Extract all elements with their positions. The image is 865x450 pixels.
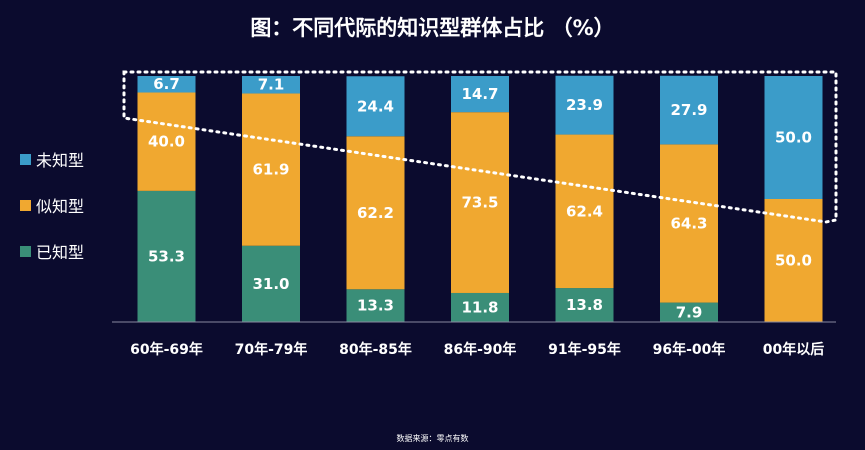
bar-segment-semi — [242, 93, 300, 246]
bar-segment-unknown — [346, 76, 405, 137]
data-label-known: 53.3 — [148, 247, 185, 265]
x-tick-label: 86年-90年 — [444, 341, 517, 358]
bar-segment-unknown — [660, 75, 718, 145]
legend-item-unknown: 未知型 — [20, 148, 84, 170]
data-label-semi: 62.4 — [566, 202, 603, 220]
legend-item-known: 已知型 — [20, 240, 84, 262]
bar-segment-known — [242, 245, 300, 322]
bar-segment-semi — [555, 134, 614, 289]
data-label-unknown: 14.7 — [461, 85, 498, 103]
bar-segment-semi — [660, 144, 718, 303]
legend-label-semi: 似知型 — [36, 197, 85, 216]
legend-label-known: 已知型 — [36, 243, 85, 262]
data-label-known: 13.8 — [566, 296, 603, 314]
data-label-semi: 62.2 — [357, 204, 394, 222]
bar-segment-known — [555, 288, 614, 322]
bar-segment-known — [451, 292, 509, 322]
x-tick-label: 96年-00年 — [653, 341, 726, 358]
legend-swatch-semi — [20, 199, 31, 211]
data-label-unknown: 7.1 — [258, 76, 285, 94]
data-label-known: 31.0 — [252, 275, 289, 293]
bar-segment-unknown — [137, 76, 196, 93]
legend-item-semi: 似知型 — [20, 194, 84, 216]
data-label-semi: 40.0 — [148, 133, 185, 151]
x-tick-label: 60年-69年 — [130, 341, 203, 358]
legend-label-unknown: 未知型 — [36, 151, 85, 170]
x-tick-label: 70年-79年 — [235, 341, 308, 358]
data-label-known: 13.3 — [357, 297, 394, 315]
bar-segment-semi — [346, 136, 405, 290]
bar-segment-unknown — [555, 75, 614, 135]
data-label-unknown: 24.4 — [357, 97, 394, 115]
bar-segment-unknown — [451, 76, 509, 113]
data-label-unknown: 27.9 — [670, 101, 707, 119]
bar-segment-known — [346, 289, 405, 322]
data-label-known: 11.8 — [461, 298, 498, 316]
source-note: 数据来源：零点有数 — [396, 434, 469, 443]
legend-swatch-known — [20, 245, 31, 257]
data-label-semi: 61.9 — [252, 161, 289, 179]
legend: 未知型 似知型 已知型 — [20, 148, 84, 286]
data-label-unknown: 23.9 — [566, 96, 603, 114]
chart-title: 图：不同代际的知识型群体占比 （%） — [250, 16, 615, 40]
bar-segment-known — [137, 190, 196, 322]
x-tick-label: 00年以后 — [763, 341, 824, 358]
data-label-semi: 73.5 — [461, 194, 498, 212]
data-label-semi: 64.3 — [670, 214, 707, 232]
bar-segment-semi — [137, 92, 196, 191]
bar-segment-unknown — [242, 76, 300, 94]
data-label-unknown: 50.0 — [775, 129, 812, 147]
data-label-semi: 50.0 — [775, 252, 812, 270]
x-tick-label: 91年-95年 — [548, 341, 621, 358]
x-tick-label: 80年-85年 — [339, 341, 412, 358]
bar-segment-known — [660, 302, 718, 322]
bar-segment-semi — [451, 112, 509, 293]
legend-swatch-unknown — [20, 153, 31, 165]
annotation-dotted-outline — [122, 70, 838, 224]
data-label-known: 7.9 — [676, 303, 703, 321]
data-label-unknown: 6.7 — [153, 75, 180, 93]
bar-segment-unknown — [764, 76, 823, 199]
